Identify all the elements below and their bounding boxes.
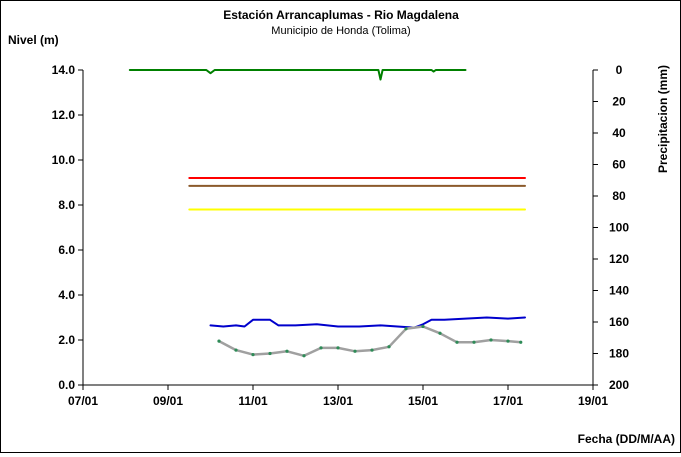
series-point <box>455 340 459 344</box>
plot-area: 0.0 2.0 4.0 6.0 8.0 10.0 12.0 14.0 0 20 40 60 80 100 1… <box>52 63 630 408</box>
series-point <box>234 348 238 352</box>
y2-axis-label: Precipitacion (mm) <box>656 65 670 173</box>
series-point <box>336 346 340 350</box>
x-tick-label: 11/01 <box>238 394 268 408</box>
series-point <box>353 349 357 353</box>
series-point <box>519 340 523 344</box>
series-point <box>404 327 408 331</box>
x-tick-label: 09/01 <box>153 394 183 408</box>
x-tick-label: 15/01 <box>408 394 438 408</box>
chart-subtitle: Municipio de Honda (Tolima) <box>271 25 410 37</box>
y2-tick-label: 200 <box>609 378 629 392</box>
series-point <box>438 331 442 335</box>
series-point <box>489 338 493 342</box>
y-tick-label: 10.0 <box>52 153 76 167</box>
y2-tick-label: 140 <box>609 284 629 298</box>
x-tick-label: 13/01 <box>323 394 353 408</box>
y-tick-label: 12.0 <box>52 108 76 122</box>
series-point <box>268 351 272 356</box>
series-point <box>421 324 425 329</box>
y-tick-label: 2.0 <box>58 333 75 347</box>
y2-tick-label: 100 <box>609 221 629 235</box>
y-tick-label: 8.0 <box>58 198 75 212</box>
y-tick-label: 4.0 <box>58 288 75 302</box>
chart-title: Estación Arrancaplumas - Rio Magdalena <box>223 8 459 22</box>
y2-tick-label: 60 <box>612 158 626 172</box>
y2-tick-label: 40 <box>612 126 626 140</box>
series-point <box>251 353 255 357</box>
series-point <box>472 340 476 344</box>
y2-tick-label: 180 <box>609 347 629 361</box>
x-tick-label: 19/01 <box>578 394 608 408</box>
x-tick-label: 07/01 <box>68 394 98 408</box>
series-point <box>370 348 374 352</box>
y2-tick-label: 0 <box>616 63 623 77</box>
y2-tick-label: 20 <box>612 95 626 109</box>
y-tick-label: 6.0 <box>58 243 75 257</box>
series-point <box>217 339 221 343</box>
series-point <box>387 345 391 349</box>
x-axis-label: Fecha (DD/M/AA) <box>578 432 675 446</box>
series-line-5 <box>128 69 467 81</box>
y-axis-label: Nivel (m) <box>8 33 59 47</box>
y-tick-label: 14.0 <box>52 63 76 77</box>
series-line-3 <box>209 316 526 329</box>
series-point <box>302 354 306 358</box>
y2-tick-label: 120 <box>609 252 629 266</box>
y2-tick-label: 80 <box>612 189 626 203</box>
series-point <box>285 349 289 353</box>
series-point <box>319 346 323 350</box>
series-line-4 <box>217 325 523 358</box>
y-tick-label: 0.0 <box>58 378 75 392</box>
x-tick-label: 17/01 <box>493 394 523 408</box>
series-point <box>506 339 510 343</box>
y2-tick-label: 160 <box>609 315 629 329</box>
